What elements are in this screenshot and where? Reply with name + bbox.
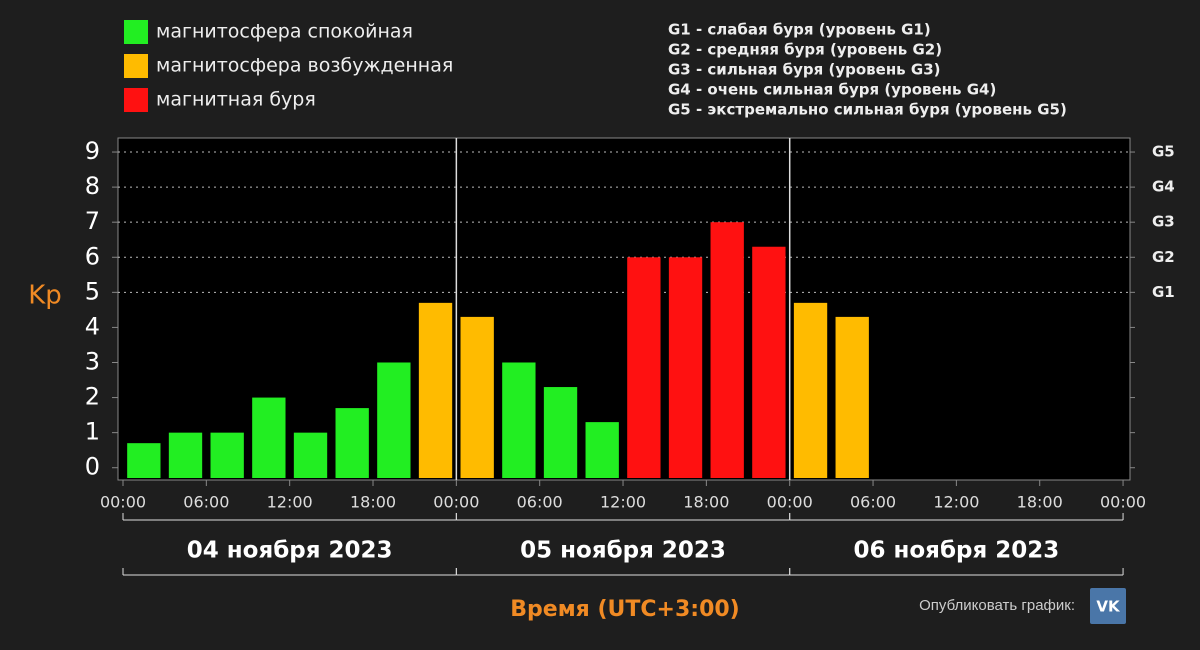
y-axis-label: Kp (28, 281, 62, 311)
bar (377, 362, 411, 478)
legend-swatch (124, 54, 148, 78)
vk-button-label[interactable]: VK (1096, 598, 1121, 616)
bar (335, 408, 369, 478)
bar (460, 316, 494, 478)
x-tick-label: 00:00 (1100, 493, 1146, 512)
y-tick-label: 2 (85, 383, 100, 411)
y-tick-label: 0 (85, 453, 100, 481)
day-label: 04 ноября 2023 (187, 538, 393, 564)
legend-label: магнитная буря (156, 89, 316, 111)
y2-tick-label: G2 (1152, 248, 1175, 266)
share-text: Опубликовать график: (919, 597, 1075, 614)
x-tick-label: 06:00 (850, 493, 896, 512)
y2-tick-label: G3 (1152, 213, 1175, 231)
y-tick-label: 9 (85, 137, 100, 165)
x-axis-label: Время (UTC+3:00) (510, 597, 740, 622)
y2-tick-label: G1 (1152, 283, 1175, 301)
bar (418, 302, 453, 478)
bar (752, 246, 786, 478)
x-tick-label: 00:00 (433, 493, 479, 512)
bar (293, 432, 328, 478)
bar (710, 222, 744, 478)
day-label: 05 ноября 2023 (520, 538, 726, 564)
x-tick-label: 12:00 (267, 493, 313, 512)
vk-button[interactable] (1090, 588, 1126, 624)
y2-tick-label: G4 (1152, 178, 1175, 196)
bar (835, 316, 869, 478)
x-tick-label: 12:00 (600, 493, 646, 512)
bar (210, 432, 244, 478)
x-tick-label: 00:00 (767, 493, 813, 512)
bar (543, 387, 578, 478)
bar (502, 362, 536, 478)
plot-area (117, 137, 1131, 481)
y-tick-label: 4 (85, 312, 100, 340)
x-tick-label: 12:00 (933, 493, 979, 512)
bar (585, 422, 619, 478)
storm-level: G1 - слабая буря (уровень G1) (668, 21, 931, 39)
x-tick-label: 06:00 (517, 493, 563, 512)
bar (627, 257, 661, 478)
legend-swatch (124, 20, 148, 44)
y-tick-label: 6 (85, 242, 100, 270)
bar (252, 397, 286, 478)
y-tick-label: 3 (85, 347, 100, 375)
storm-level: G5 - экстремально сильная буря (уровень … (668, 101, 1067, 119)
y-tick-label: 7 (85, 207, 100, 235)
x-tick-label: 06:00 (183, 493, 229, 512)
x-tick-label: 18:00 (350, 493, 396, 512)
day-label: 06 ноября 2023 (853, 538, 1059, 564)
storm-level: G4 - очень сильная буря (уровень G4) (668, 81, 996, 99)
y-tick-label: 5 (85, 277, 100, 305)
bar (793, 302, 828, 478)
legend-label: магнитосфера спокойная (156, 21, 413, 43)
legend-swatch (124, 88, 148, 112)
bar (668, 257, 703, 478)
storm-level: G3 - сильная буря (уровень G3) (668, 61, 941, 79)
bar (127, 443, 161, 478)
y-tick-label: 1 (85, 418, 100, 446)
legend-label: магнитосфера возбужденная (156, 55, 453, 77)
x-tick-label: 18:00 (683, 493, 729, 512)
bar (168, 432, 203, 478)
x-tick-label: 00:00 (100, 493, 146, 512)
storm-level: G2 - средняя буря (уровень G2) (668, 41, 942, 59)
y2-tick-label: G5 (1152, 143, 1175, 161)
x-tick-label: 18:00 (1017, 493, 1063, 512)
y-tick-label: 8 (85, 172, 100, 200)
